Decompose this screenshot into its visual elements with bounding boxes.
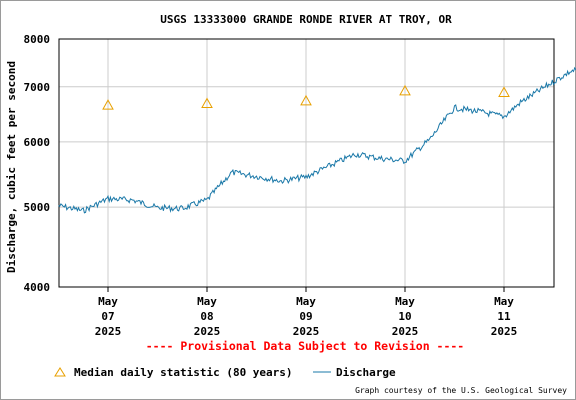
median-triangle-marker [399,84,411,96]
credit-text: Graph courtesy of the U.S. Geological Su… [355,386,567,395]
discharge-series-line [58,66,576,214]
x-tick-label: 08 [200,310,213,323]
x-tick-label: 11 [497,310,511,323]
legend-triangle-icon [54,367,66,377]
x-tick-label: 2025 [392,325,419,338]
x-tick-label: May [296,295,316,308]
y-tick-label: 4000 [24,281,51,294]
y-axis-ticks: 4000 5000 6000 7000 8000 [24,33,51,294]
y-tick-label: 5000 [24,201,51,214]
chart-title: USGS 13333000 GRANDE RONDE RIVER AT TROY… [160,13,452,26]
x-tick-label: 10 [398,310,411,323]
x-tick-label: May [98,295,118,308]
x-tick-label: 09 [299,310,312,323]
legend-median-label: Median daily statistic (80 years) [74,366,293,379]
grid [59,39,554,287]
legend-discharge-label: Discharge [336,366,396,379]
x-tick-label: 2025 [491,325,518,338]
provisional-note: ---- Provisional Data Subject to Revisio… [146,339,465,353]
y-tick-label: 8000 [24,33,51,46]
x-tick-label: May [197,295,217,308]
x-tick-label: May [395,295,415,308]
legend: Median daily statistic (80 years) Discha… [54,366,396,379]
x-tick-label: 2025 [194,325,221,338]
x-tick-label: 07 [101,310,114,323]
x-tick-label: 2025 [293,325,320,338]
median-markers [102,84,510,110]
x-tick-label: 2025 [95,325,122,338]
median-triangle-marker [300,94,312,106]
y-tick-label: 6000 [24,136,51,149]
x-tick-label: May [494,295,514,308]
y-axis-label: Discharge, cubic feet per second [5,61,18,273]
median-triangle-marker [102,99,114,110]
median-triangle-marker [498,86,510,97]
x-axis-ticks: May 07 2025 May 08 2025 May 09 2025 May 10 2025 May 1… [95,287,518,338]
median-triangle-marker [201,97,213,109]
y-tick-label: 7000 [24,81,51,94]
